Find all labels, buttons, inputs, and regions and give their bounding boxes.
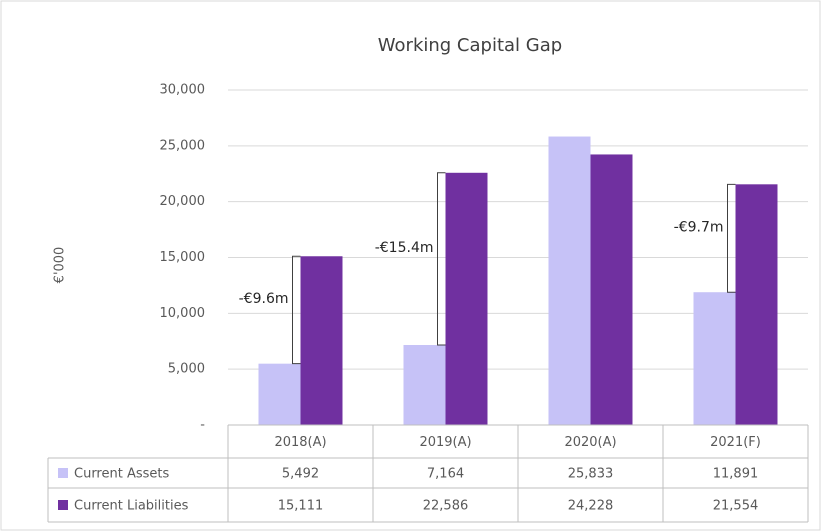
legend-label: Current Liabilities [74, 499, 189, 514]
annotation-bg [377, 238, 434, 257]
x-tick-label: 2019(A) [419, 435, 471, 450]
gap-annotation: -€9.6m [239, 291, 289, 307]
table-value: 22,586 [423, 499, 469, 514]
x-tick-label: 2018(A) [274, 435, 326, 450]
table-value: 7,164 [427, 467, 464, 482]
x-tick-label: 2021(F) [710, 435, 761, 450]
gap-annotation: -€15.4m [375, 240, 434, 256]
bar [735, 184, 778, 425]
legend-swatch [58, 500, 68, 510]
annotation-bg [667, 218, 724, 237]
bar [445, 172, 488, 425]
bar [693, 292, 736, 425]
y-tick-label: 25,000 [160, 138, 206, 153]
x-tick-label: 2020(A) [564, 435, 616, 450]
bar [590, 154, 633, 426]
legend-label: Current Assets [74, 467, 169, 482]
y-axis-label: €'000 [53, 247, 68, 284]
y-tick-label: 5,000 [168, 362, 205, 377]
y-tick-label: - [200, 418, 205, 433]
y-tick-label: 30,000 [160, 83, 206, 98]
chart-title: Working Capital Gap [378, 35, 562, 56]
y-tick-label: 10,000 [160, 306, 206, 321]
table-value: 5,492 [282, 467, 319, 482]
table-value: 15,111 [278, 499, 324, 514]
gap-bracket [727, 183, 736, 293]
y-tick-label: 20,000 [160, 194, 206, 209]
gap-bracket [292, 255, 301, 365]
legend-swatch [58, 468, 68, 478]
table-value: 24,228 [568, 499, 614, 514]
table-value: 11,891 [713, 467, 759, 482]
annotation-bg [232, 289, 289, 308]
y-tick-label: 15,000 [160, 250, 206, 265]
bar [300, 256, 343, 425]
gap-annotation: -€9.7m [674, 219, 724, 235]
bar [548, 136, 591, 425]
bar [403, 345, 446, 425]
table-value: 25,833 [568, 467, 614, 482]
bar [258, 363, 301, 425]
gap-bracket [437, 172, 446, 346]
table-value: 21,554 [713, 499, 759, 514]
